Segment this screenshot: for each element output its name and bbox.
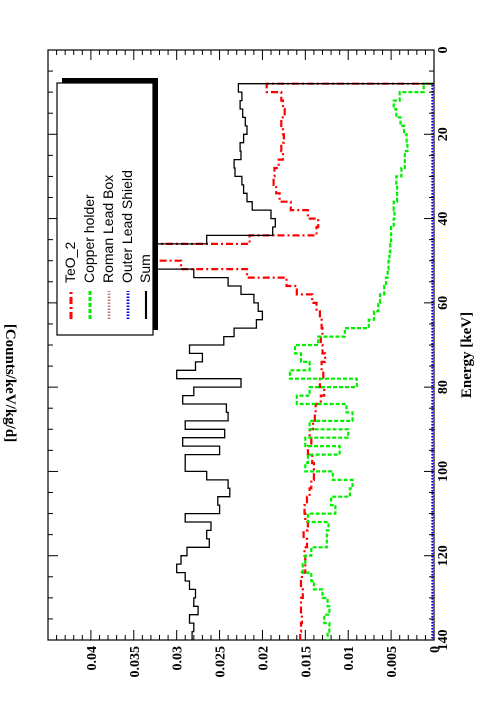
- x-tick-label: 100: [436, 461, 451, 482]
- y-tick-label: 0.01: [342, 646, 357, 671]
- y-tick-label: 0.005: [385, 646, 400, 678]
- legend-box: [56, 82, 154, 336]
- x-tick-label: 80: [436, 380, 451, 394]
- legend-label: TeO_2: [62, 242, 78, 283]
- y-axis-label: [Counts/keV/kg/d]: [2, 324, 18, 442]
- series-outer-lead-shield: [431, 82, 434, 640]
- x-tick-label: 20: [436, 127, 451, 141]
- y-tick-label: 0.03: [171, 646, 186, 671]
- y-tick-label: 0.035: [128, 646, 143, 678]
- x-axis-label: Energy [keV]: [459, 312, 475, 398]
- x-tick-label: 0: [436, 47, 451, 54]
- x-tick-label: 140: [436, 630, 451, 651]
- legend-label: Roman Lead Box: [100, 175, 116, 283]
- y-tick-label: 0.02: [256, 646, 271, 671]
- y-tick-label: 0.015: [299, 646, 314, 678]
- series-teo-2: [106, 82, 434, 640]
- y-tick-label: 0.04: [85, 646, 100, 671]
- legend-label: Outer Lead Shield: [119, 170, 135, 283]
- series-sum: [64, 83, 434, 640]
- x-tick-label: 120: [436, 545, 451, 566]
- legend-label: Sum: [137, 254, 153, 283]
- legend-label: Copper holder: [81, 194, 97, 283]
- x-tick-label: 40: [436, 212, 451, 226]
- series-copper-holder: [288, 82, 434, 640]
- series-roman-lead-box: [432, 82, 435, 640]
- y-tick-label: 0.025: [214, 646, 229, 678]
- y-tick-label: 0: [428, 646, 443, 653]
- tick-layer: 02040608010012014000.0050.010.0150.020.0…: [47, 47, 451, 678]
- series-layer: [64, 82, 435, 640]
- x-tick-label: 60: [436, 296, 451, 310]
- legend: TeO_2 Copper holder Roman Lead Box Outer Le…: [56, 78, 158, 336]
